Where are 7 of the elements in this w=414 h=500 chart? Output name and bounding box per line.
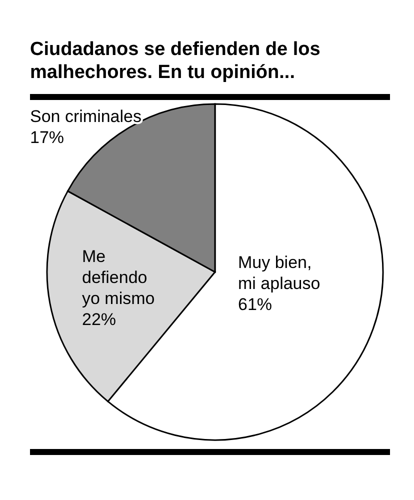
slice-label: Muy bien, mi aplauso [238, 253, 320, 293]
data-label: 61% [238, 295, 272, 314]
data-label: 22% [82, 310, 116, 329]
slice-label: Son criminales [30, 107, 142, 126]
slice-label: Me defiendo yo mismo [82, 247, 155, 308]
data-label: 17% [30, 128, 64, 147]
chart-title: Ciudadanos se defienden de los malhechores. En tu opinión... [30, 39, 320, 83]
